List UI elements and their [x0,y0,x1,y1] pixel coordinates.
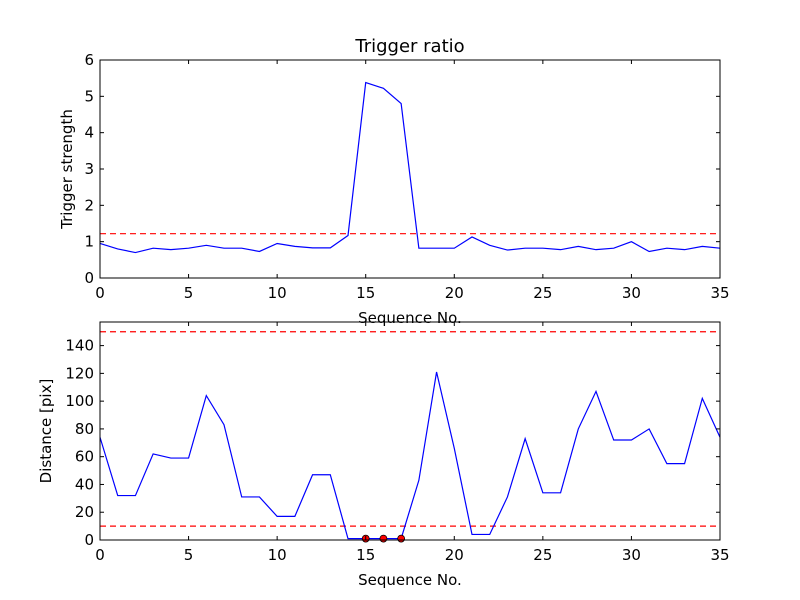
highlight-markers [361,534,406,543]
x-tick-label: 25 [533,546,552,564]
series-line [99,371,721,540]
highlight-marker [397,534,406,543]
x-tick-label: 0 [95,284,105,302]
chart-title: Trigger ratio [354,36,464,57]
x-tick-label: 35 [710,546,729,564]
plot-frame [99,321,721,541]
plot-frame [99,59,721,279]
highlight-marker [379,534,388,543]
threshold-lines [100,331,720,527]
x-axis-label: Sequence No. [358,309,462,327]
x-tick-label: 30 [622,284,641,302]
series-lines [99,81,721,254]
y-tick-label: 120 [65,364,94,382]
y-tick-label: 3 [84,160,94,178]
y-tick-label: 100 [65,392,94,410]
x-axis-label: Sequence No. [358,571,462,589]
x-tick-label: 5 [184,284,194,302]
trigger-ratio-panel: Trigger ratio 0 5 10 15 20 25 30 35 0 1 2 3 4 5 6 Seq… [58,36,730,327]
series-line [99,81,721,254]
x-axis-ticks: 0 5 10 15 20 25 30 35 [95,322,730,564]
x-tick-label: 20 [445,284,464,302]
x-tick-label: 25 [533,284,552,302]
x-tick-label: 15 [356,546,375,564]
y-axis-label: Trigger strength [58,109,76,230]
y-tick-label: 6 [84,51,94,69]
x-tick-label: 15 [356,284,375,302]
y-tick-label: 2 [84,196,94,214]
y-tick-label: 5 [84,87,94,105]
x-axis-ticks: 0 5 10 15 20 25 30 35 [95,60,730,302]
x-tick-label: 10 [268,546,287,564]
distance-panel: 0 5 10 15 20 25 30 35 0 20 40 60 80 100 120 140 Sequen… [37,321,730,589]
series-lines [99,371,721,540]
y-tick-label: 0 [84,269,94,287]
y-tick-label: 60 [75,448,94,466]
x-tick-label: 0 [95,546,105,564]
x-tick-label: 5 [184,546,194,564]
x-tick-label: 35 [710,284,729,302]
x-tick-label: 30 [622,546,641,564]
y-tick-label: 80 [75,420,94,438]
y-tick-label: 1 [84,233,94,251]
y-tick-label: 140 [65,337,94,355]
x-tick-label: 20 [445,546,464,564]
y-axis-ticks: 0 1 2 3 4 5 6 [84,51,720,287]
y-tick-label: 0 [84,531,94,549]
y-tick-label: 20 [75,503,94,521]
y-tick-label: 40 [75,475,94,493]
y-axis-ticks: 0 20 40 60 80 100 120 140 [65,337,720,549]
y-tick-label: 4 [84,124,94,142]
x-tick-label: 10 [268,284,287,302]
y-axis-label: Distance [pix] [37,379,55,484]
